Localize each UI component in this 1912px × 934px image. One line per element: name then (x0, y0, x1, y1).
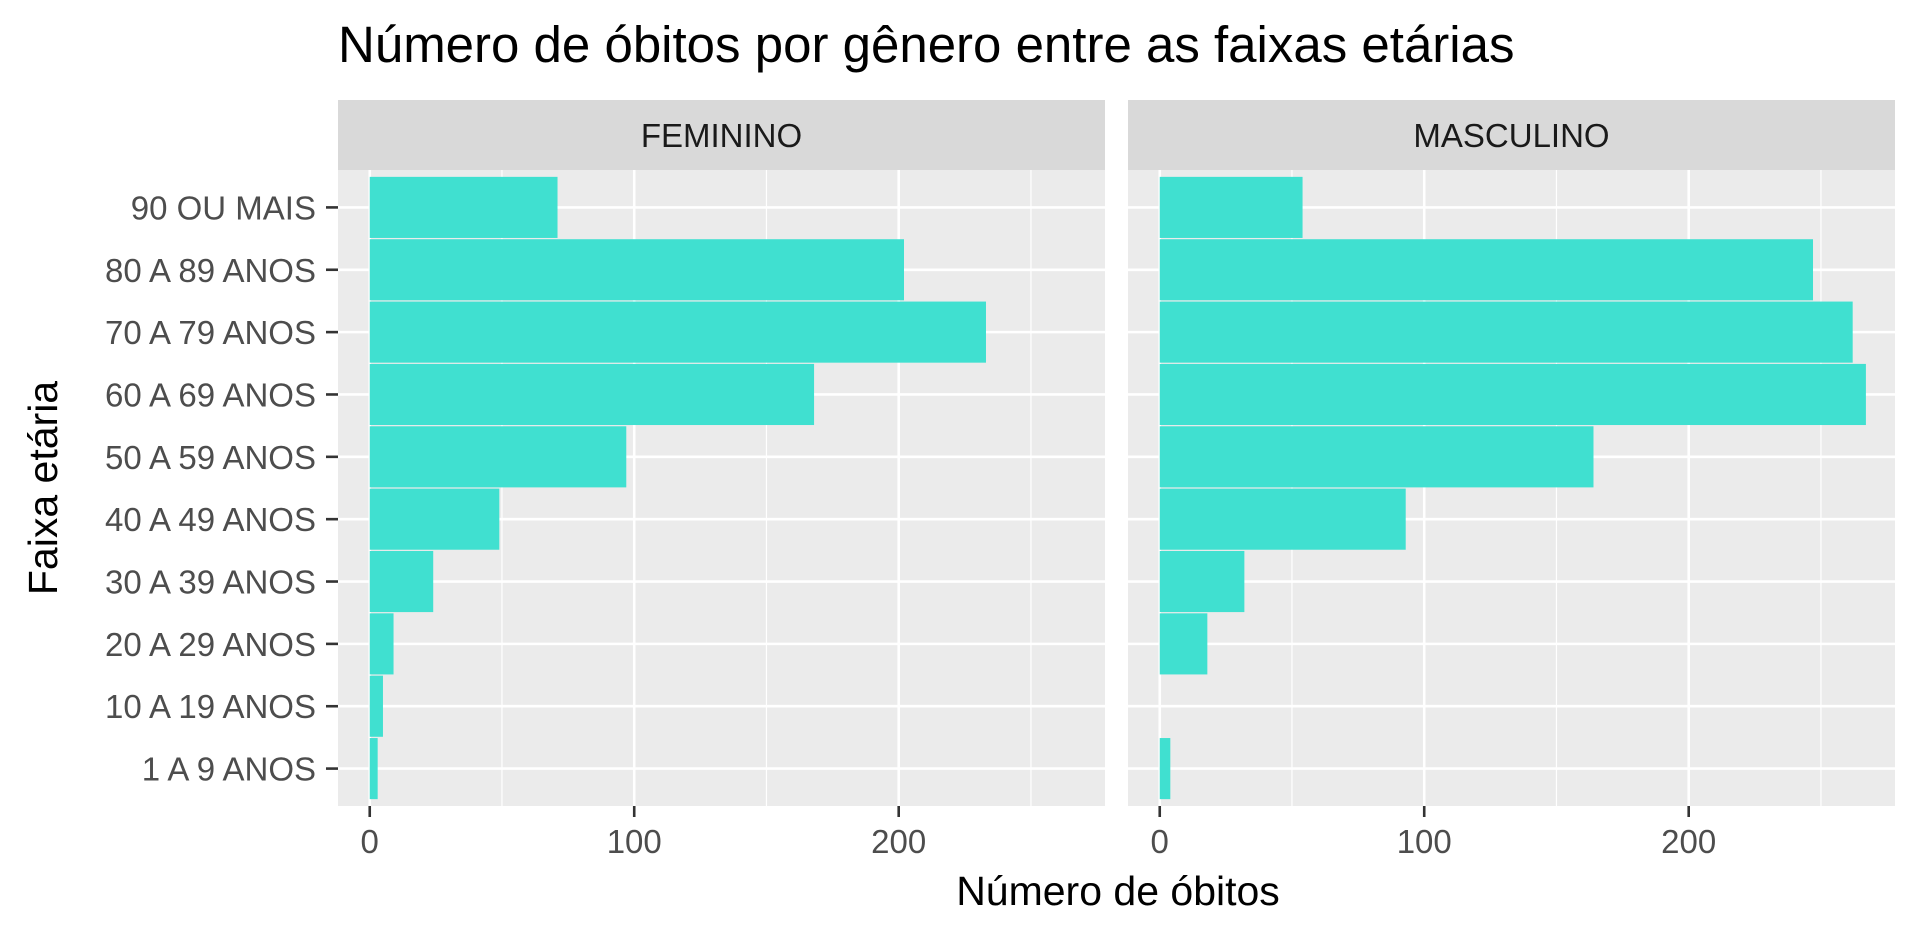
bar-masculino-40-a-49-anos (1159, 488, 1406, 550)
panel-feminino: FEMININO 0 100 200 (338, 100, 1105, 860)
y-axis-title: Faixa etária (20, 381, 66, 595)
x-tick-label: 0 (361, 823, 379, 860)
bar-masculino-20-a-29-anos (1159, 613, 1208, 675)
bar-feminino-80-a-89-anos (369, 239, 904, 301)
bar-masculino-60-a-69-anos (1159, 363, 1866, 426)
facet-strip-label: FEMININO (641, 117, 802, 154)
facet-strip (1128, 100, 1895, 170)
facet-strip (338, 100, 1105, 170)
bar-feminino-70-a-79-anos (369, 301, 986, 363)
y-tick-label: 20 A 29 ANOS (105, 626, 316, 663)
x-tick-label: 100 (1397, 823, 1452, 860)
bar-masculino-90-ou-mais (1159, 176, 1303, 238)
y-tick-label: 30 A 39 ANOS (105, 564, 316, 601)
bar-feminino-1-a-9-anos (369, 738, 378, 800)
y-tick-label: 50 A 59 ANOS (105, 439, 316, 476)
bar-masculino-30-a-39-anos (1159, 550, 1245, 613)
bar-masculino-70-a-79-anos (1159, 301, 1853, 363)
bar-feminino-60-a-69-anos (369, 363, 815, 426)
x-tick-label: 200 (871, 823, 926, 860)
bar-feminino-50-a-59-anos (369, 426, 627, 488)
x-tick-label: 100 (607, 823, 662, 860)
bar-feminino-90-ou-mais (369, 176, 558, 238)
y-tick-label: 10 A 19 ANOS (105, 688, 316, 725)
y-tick-label: 1 A 9 ANOS (142, 751, 316, 788)
x-tick-label: 0 (1151, 823, 1169, 860)
panel-masculino: MASCULINO 0 100 200 (1128, 100, 1895, 860)
x-axis-title: Número de óbitos (956, 868, 1280, 914)
x-tick-label: 200 (1661, 823, 1716, 860)
bar-masculino-80-a-89-anos (1159, 239, 1814, 301)
bar-feminino-20-a-29-anos (369, 613, 394, 675)
y-tick-label: 40 A 49 ANOS (105, 501, 316, 538)
bar-feminino-30-a-39-anos (369, 550, 434, 613)
facet-strip-label: MASCULINO (1413, 117, 1609, 154)
bar-masculino-50-a-59-anos (1159, 426, 1594, 488)
y-tick-label: 60 A 69 ANOS (105, 376, 316, 413)
y-axis: 1 A 9 ANOS 10 A 19 ANOS 20 A 29 ANOS 30 A 3… (105, 189, 338, 788)
chart-title: Número de óbitos por gênero entre as fai… (338, 16, 1515, 73)
y-tick-label: 70 A 79 ANOS (105, 314, 316, 351)
panels-layer: FEMININO 0 100 200 MASCULINO 0 100 200 (338, 100, 1895, 860)
bar-masculino-1-a-9-anos (1159, 738, 1171, 800)
bar-feminino-10-a-19-anos (369, 675, 383, 737)
bar-feminino-40-a-49-anos (369, 488, 500, 550)
y-tick-label: 90 OU MAIS (131, 189, 316, 226)
y-tick-label: 80 A 89 ANOS (105, 252, 316, 289)
